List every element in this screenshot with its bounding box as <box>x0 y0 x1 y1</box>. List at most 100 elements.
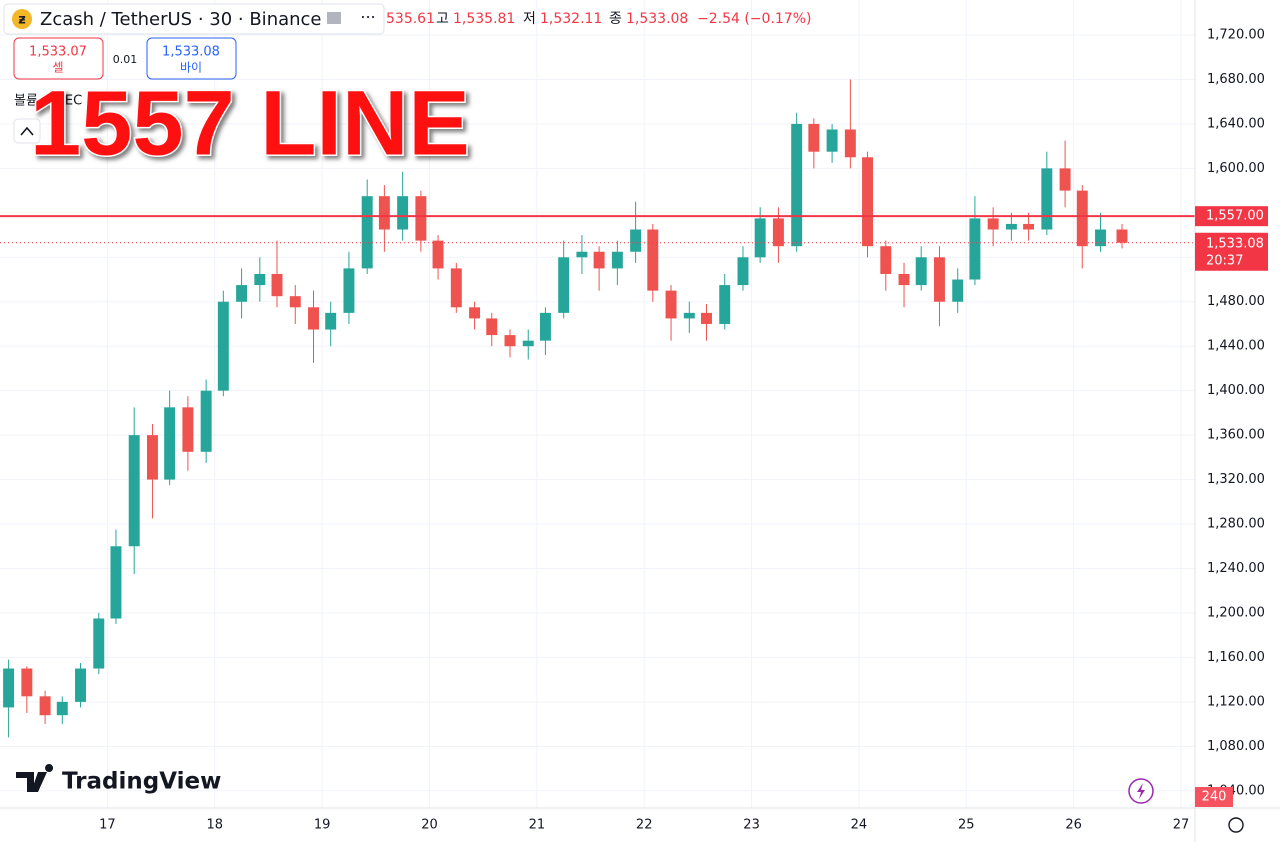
y-tick-label: 1,080.00 <box>1207 739 1265 754</box>
menu-dots[interactable]: ··· <box>360 8 375 27</box>
candle-body <box>397 196 409 230</box>
symbol-box[interactable] <box>3 3 385 35</box>
candle-body <box>93 618 105 669</box>
y-tick-label: 1,480.00 <box>1207 294 1265 309</box>
candle-body <box>325 312 337 330</box>
y-tick-label: 1,240.00 <box>1207 561 1265 576</box>
last-price-label: 1,533.08 <box>1206 236 1264 251</box>
candle-body <box>630 229 642 252</box>
candle-body <box>415 196 427 241</box>
x-tick-label: 18 <box>206 818 223 833</box>
candle-body <box>1005 223 1017 230</box>
candle-body <box>128 435 140 547</box>
sell-label: 셀 <box>52 61 63 75</box>
candle-body <box>808 123 820 152</box>
price-line-tag <box>1195 206 1268 227</box>
candle-body <box>432 240 444 269</box>
price-line-label: 1,557.00 <box>1206 209 1264 224</box>
last-price-tag <box>1195 232 1268 271</box>
collapse-button[interactable] <box>13 118 41 144</box>
candle-body <box>164 407 176 480</box>
candle-body <box>39 696 51 716</box>
logo-text: TradingView <box>62 769 221 795</box>
candle-body <box>915 257 927 286</box>
spread: 0.01 <box>113 53 138 66</box>
settings-button[interactable] <box>1228 817 1244 833</box>
y-tick-label: 1,720.00 <box>1207 28 1265 43</box>
y-tick-label: 1,120.00 <box>1207 694 1265 709</box>
ohlc-close-label: 종 <box>609 11 622 27</box>
coin-glyph: ƶ <box>18 13 26 28</box>
candle-body <box>146 435 158 480</box>
candle-body <box>469 307 481 319</box>
candle-body <box>343 268 355 313</box>
y-tick-label: 1,360.00 <box>1207 428 1265 443</box>
y-tick-label: 1,640.00 <box>1207 116 1265 131</box>
ohlc-low: 1,532.11 <box>540 11 602 27</box>
candle-body <box>56 701 68 716</box>
candle-body <box>486 318 498 336</box>
candle-body <box>969 218 981 280</box>
ohlc-close: 1,533.08 <box>626 11 688 27</box>
candle-body <box>987 218 999 230</box>
candle-body <box>754 218 766 258</box>
flag-icon[interactable] <box>327 12 341 24</box>
candle-body <box>1041 168 1053 230</box>
symbol: Zcash / TetherUS · 30 · Binance <box>40 9 322 30</box>
candle-body <box>844 129 856 158</box>
countdown-label: 20:37 <box>1206 253 1243 268</box>
y-tick-label: 1,200.00 <box>1207 605 1265 620</box>
x-tick-label: 19 <box>314 818 331 833</box>
lightning-icon <box>1137 783 1145 799</box>
y-tick-label: 1,680.00 <box>1207 72 1265 87</box>
candle-body <box>1095 229 1106 247</box>
coin-icon <box>12 9 32 29</box>
candle-body <box>21 668 33 697</box>
candle-body <box>182 407 194 452</box>
candle-body <box>1023 223 1035 230</box>
candle-body <box>933 257 945 302</box>
x-tick-label: 26 <box>1065 818 1082 833</box>
candle-body <box>1116 229 1128 243</box>
candle-body <box>826 129 838 152</box>
candle-body <box>862 157 874 247</box>
y-tick-label: 1,600.00 <box>1207 161 1265 176</box>
x-tick-label: 22 <box>636 818 653 833</box>
candle-body <box>701 312 712 324</box>
x-tick-label: 23 <box>743 818 760 833</box>
candle-body <box>236 285 248 302</box>
ohlc-low-label: 저 <box>523 11 536 27</box>
ohlc-high-label: 고 <box>436 11 449 27</box>
candle-body <box>952 279 964 302</box>
candle-body <box>361 196 373 269</box>
candle-body <box>558 257 570 313</box>
logo-icon <box>16 764 54 792</box>
x-tick-label: 20 <box>421 818 438 833</box>
y-tick-label: 1,320.00 <box>1207 472 1265 487</box>
buy-button[interactable] <box>146 37 237 80</box>
candle-body <box>450 268 462 308</box>
candle-body <box>898 273 910 286</box>
sell-price: 1,533.07 <box>29 45 87 60</box>
volume-legend: 볼륨 <box>14 94 38 109</box>
x-tick-label: 17 <box>99 818 116 833</box>
candle-body <box>217 301 229 391</box>
x-tick-label: 24 <box>851 818 868 833</box>
candle-body <box>611 251 623 269</box>
x-tick-label: 27 <box>1173 818 1190 833</box>
volume-tag <box>1195 787 1233 807</box>
candle-body <box>110 546 122 619</box>
ohlc-change: −2.54 (−0.17%) <box>697 11 811 27</box>
x-tick-label: 21 <box>529 818 546 833</box>
collapse-icon <box>20 126 34 136</box>
candle-body <box>791 123 803 247</box>
candle-body <box>576 251 588 258</box>
candle-body <box>719 285 731 324</box>
candle-body <box>665 290 677 319</box>
y-tick-label: 1,400.00 <box>1207 383 1265 398</box>
candle-body <box>1076 190 1088 247</box>
buy-label: 바이 <box>180 61 202 75</box>
candle-body <box>289 296 301 308</box>
sell-button[interactable] <box>13 37 104 80</box>
